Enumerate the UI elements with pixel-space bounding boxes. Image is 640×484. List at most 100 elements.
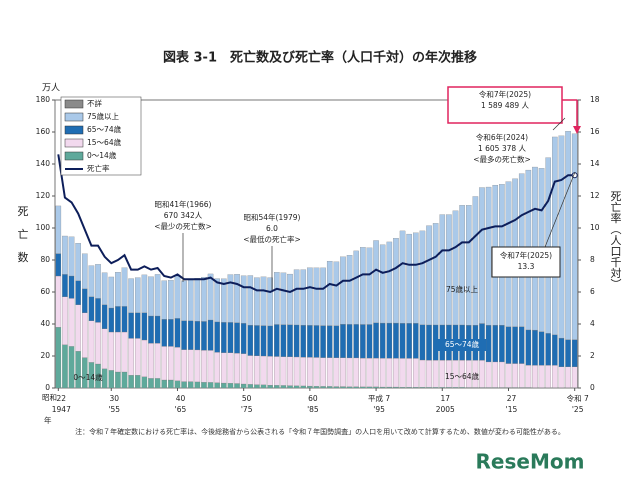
bar-segment <box>406 323 412 359</box>
bar-segment <box>313 357 320 387</box>
bar-segment <box>326 357 333 387</box>
bar-segment <box>386 241 393 324</box>
bar-segment <box>373 357 379 388</box>
y-tick-label: 0 <box>45 383 50 392</box>
segment-label: 75歳以上 <box>446 284 479 294</box>
bar-segment <box>174 380 181 389</box>
x-tick-sublabel: '55 <box>108 405 120 414</box>
bar-segment <box>287 356 293 386</box>
bar-segment <box>254 277 260 326</box>
x-tick-label: 50 <box>242 394 252 403</box>
annotation-text: 令和6年(2024) <box>476 132 528 142</box>
bar-segment <box>141 339 148 377</box>
bar-segment <box>161 280 168 320</box>
bar-segment <box>168 346 174 381</box>
bar-segment <box>194 320 201 351</box>
bar-segment <box>108 276 115 309</box>
bar-segment <box>399 230 406 324</box>
bar-segment <box>201 276 207 322</box>
y-axis-label: 死亡数 <box>16 206 29 275</box>
bar-segment <box>499 361 505 388</box>
annotation-text: <最少の死亡数> <box>154 221 212 231</box>
bar-segment <box>181 381 187 389</box>
bar-segment <box>300 356 307 387</box>
bar-segment <box>274 385 280 389</box>
x-tick-label: 60 <box>308 394 318 403</box>
bar-segment <box>492 361 499 388</box>
bar-segment <box>181 280 187 321</box>
x-tick-label: 22 <box>57 394 67 403</box>
bar-segment <box>101 272 108 305</box>
bar-segment <box>340 256 346 325</box>
bar-segment <box>254 355 260 385</box>
bar-segment <box>101 368 108 389</box>
bar-segment <box>121 267 128 307</box>
legend-swatch <box>64 138 84 148</box>
annotation-text: 令和7年(2025) <box>479 89 531 99</box>
bar-segment <box>240 353 247 385</box>
bar-segment <box>485 361 492 388</box>
segment-label: 0～14歳 <box>73 372 103 382</box>
y-tick-label: 80 <box>40 255 50 264</box>
bar-segment <box>221 382 227 389</box>
bar-segment <box>62 296 68 345</box>
bar-segment <box>141 312 148 341</box>
bar-segment <box>214 278 220 323</box>
bar-segment <box>161 346 168 381</box>
bar-segment <box>221 352 227 384</box>
legend-swatch <box>64 112 84 122</box>
x-tick-label: 40 <box>176 394 186 403</box>
bar-segment <box>320 325 326 358</box>
bar-segment <box>379 244 386 324</box>
annotation-text: <最多の死亡数> <box>473 154 531 164</box>
bar-segment <box>194 349 201 383</box>
bar-segment <box>386 386 393 389</box>
bar-segment <box>479 187 485 324</box>
y2-tick-label: 16 <box>590 127 600 136</box>
bar-segment <box>307 357 313 387</box>
bar-segment <box>240 383 247 389</box>
bar-segment <box>300 385 307 389</box>
era-label: 昭和 <box>42 393 57 402</box>
bar-segment <box>432 360 439 388</box>
bar-segment <box>366 324 373 359</box>
year-suffix: 年 <box>44 415 52 425</box>
bar-segment <box>267 325 273 357</box>
bar-segment <box>280 385 287 389</box>
bar-segment <box>558 337 565 368</box>
bar-segment <box>565 339 571 368</box>
bar-segment <box>274 272 280 325</box>
bar-segment <box>201 350 207 383</box>
bar-segment <box>293 385 300 389</box>
bar-segment <box>538 331 545 366</box>
bar-segment <box>406 358 412 388</box>
bar-segment <box>439 214 446 326</box>
y-tick-label: 140 <box>36 159 51 168</box>
bar-segment <box>426 225 432 326</box>
bar-segment <box>214 382 220 389</box>
bar-segment <box>545 365 551 388</box>
bar-segment <box>181 349 187 382</box>
bar-segment <box>313 325 320 358</box>
legend-label: 不詳 <box>87 98 102 108</box>
bar-segment <box>101 328 108 369</box>
x-tick-label: 27 <box>507 394 517 403</box>
bar-segment <box>413 323 419 359</box>
bar-segment <box>333 357 340 387</box>
bar-segment <box>260 325 267 357</box>
bar-segment <box>148 343 154 379</box>
bar-segment <box>154 343 161 379</box>
x-tick-label: 30 <box>109 394 119 403</box>
bar-segment <box>320 357 326 387</box>
bar-segment <box>552 334 558 366</box>
bar-segment <box>168 319 174 347</box>
bar-segment <box>545 333 551 366</box>
annotation-text: <最低の死亡率> <box>243 234 301 244</box>
bar-segment <box>240 323 247 354</box>
bar-segment <box>247 355 254 385</box>
bar-segment <box>320 386 326 389</box>
bar-segment <box>274 324 280 357</box>
bar-segment <box>293 356 300 386</box>
bar-segment <box>538 365 545 388</box>
